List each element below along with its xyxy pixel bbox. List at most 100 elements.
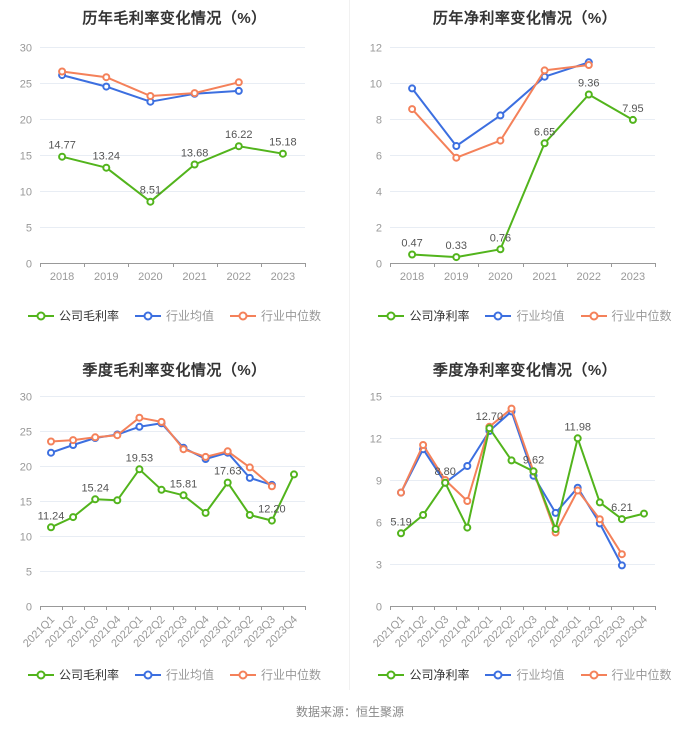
legend-marker-ring (238, 670, 248, 679)
y-axis-tick-label: 9 (376, 476, 382, 488)
legend-marker-ring (493, 311, 503, 320)
series-point-industry-mean (234, 86, 243, 95)
x-axis-category-label: 2018 (400, 271, 424, 283)
series-point-company (102, 163, 111, 172)
legend-marker-icon (580, 311, 607, 320)
series-point-industry-median (157, 417, 166, 426)
point-label: 19.53 (126, 452, 154, 464)
series-point-company (551, 525, 560, 533)
chart-legend: 公司净利率 行业均值 行业中位数 (350, 666, 700, 683)
y-axis-tick-label: 10 (20, 187, 32, 199)
legend-marker-icon (485, 311, 512, 320)
legend-item-industry-mean[interactable]: 行业均值 (134, 307, 214, 324)
legend-label: 公司净利率 (409, 668, 470, 682)
y-axis-tick-label: 4 (376, 187, 382, 199)
point-label: 5.19 (390, 516, 411, 528)
series-point-industry-mean (452, 142, 461, 150)
series-point-company (507, 456, 516, 465)
chart-annual-net-margin: 历年净利率变化情况（%） 0 2 4 6 8 10 12 2018 2019 2020 2021 202… (350, 0, 700, 345)
series-point-industry-median (452, 153, 461, 162)
y-axis-tick-label: 3 (376, 560, 382, 572)
series-point-company (496, 245, 505, 254)
series-point-industry-median (223, 447, 232, 456)
legend-item-industry-median[interactable]: 行业中位数 (230, 666, 321, 683)
series-point-company (573, 434, 582, 443)
point-label: 16.22 (225, 129, 253, 141)
legend-marker-icon (378, 311, 405, 320)
chart-title: 历年净利率变化情况（%） (432, 10, 618, 27)
series-point-company (595, 498, 604, 507)
series-point-company (529, 467, 538, 476)
series-point-company (157, 485, 166, 494)
series-point-industry-mean (463, 462, 472, 470)
series-point-company (234, 142, 243, 151)
point-label: 13.68 (181, 148, 209, 160)
point-label: 6.21 (611, 502, 632, 514)
series-point-company (47, 523, 55, 532)
x-axis-category-label: 2020 (488, 271, 512, 283)
series-point-industry-mean (102, 82, 111, 91)
series-point-industry-median (540, 66, 549, 75)
y-axis-tick-label: 15 (370, 392, 382, 404)
series-point-company (540, 139, 549, 148)
legend-item-company[interactable]: 公司净利率 (378, 307, 469, 324)
y-axis-tick-label: 0 (376, 259, 382, 271)
charts-grid: 历年毛利率变化情况（%） 0 5 10 15 20 25 30 2018 2019 2020 2021… (0, 0, 700, 690)
series-point-industry-median (146, 92, 155, 100)
chart-legend: 公司毛利率 行业均值 行业中位数 (0, 666, 349, 683)
series-point-industry-median (573, 486, 582, 495)
x-axis-category-label: 2020 (138, 271, 162, 283)
series-point-industry-mean (617, 561, 626, 570)
legend-label: 公司毛利率 (58, 668, 119, 682)
series-point-industry-median (69, 436, 78, 445)
series-point-industry-median (617, 550, 626, 559)
y-axis-tick-label: 12 (370, 43, 382, 55)
legend-item-company[interactable]: 公司毛利率 (27, 307, 119, 324)
point-label: 12.70 (476, 411, 504, 423)
legend-marker-icon (134, 311, 161, 320)
series-point-industry-median (397, 488, 405, 497)
x-axis-category-label: 2022 (577, 271, 601, 283)
chart-quarterly-gross-margin: 季度毛利率变化情况（%） 0 5 10 15 20 25 30 2021Q1 2021Q2 2021… (0, 345, 350, 690)
legend-label: 行业均值 (516, 309, 565, 323)
chart-quarterly-net-margin: 季度净利率变化情况（%） 0 3 6 9 12 15 2021Q1 2021Q2 2021Q3 20… (350, 345, 700, 690)
point-label: 11.24 (38, 510, 65, 522)
point-label: 15.24 (81, 482, 109, 494)
y-axis-tick-label: 20 (20, 462, 32, 474)
series-point-industry-median (102, 73, 111, 82)
point-label: 12.20 (258, 504, 286, 516)
series-point-industry-mean (135, 422, 144, 431)
x-axis-category-label: 2019 (94, 271, 118, 283)
series-point-industry-mean (408, 84, 417, 93)
legend-marker-ring (589, 670, 598, 679)
legend-item-industry-median[interactable]: 行业中位数 (580, 666, 672, 683)
chart-title: 季度净利率变化情况（%） (432, 362, 618, 379)
legend-item-company[interactable]: 公司净利率 (378, 666, 469, 683)
legend-item-industry-mean[interactable]: 行业均值 (485, 666, 565, 683)
x-axis-category-label: 2022 (227, 271, 251, 283)
series-point-industry-mean (496, 111, 505, 120)
series-point-company (441, 478, 450, 487)
point-label: 11.98 (564, 421, 591, 433)
series-point-company (69, 513, 78, 522)
series-point-company (485, 424, 494, 433)
y-axis-tick-label: 6 (376, 151, 382, 163)
legend-marker-icon (230, 670, 256, 679)
legend-label: 行业均值 (165, 668, 214, 682)
series-line-company (400, 427, 645, 535)
legend-item-industry-median[interactable]: 行业中位数 (230, 307, 321, 324)
legend-item-company[interactable]: 公司毛利率 (27, 666, 119, 683)
y-axis-tick-label: 6 (376, 518, 382, 530)
legend-marker-ring (386, 670, 396, 679)
series-point-industry-median (47, 437, 55, 446)
y-axis-tick-label: 20 (20, 115, 32, 127)
legend-item-industry-mean[interactable]: 行业均值 (485, 307, 565, 324)
legend-label: 行业均值 (516, 668, 565, 682)
point-label: 6.65 (534, 126, 555, 138)
chart-plot-area: 0 5 10 15 20 25 30 2018 2019 2020 2021 2022 2023 14.7… (20, 43, 306, 283)
series-line-company (411, 93, 634, 259)
point-label: 0.33 (446, 240, 467, 252)
legend-item-industry-median[interactable]: 行业中位数 (580, 307, 672, 324)
legend-label: 行业均值 (165, 309, 214, 323)
legend-item-industry-mean[interactable]: 行业均值 (134, 666, 214, 683)
